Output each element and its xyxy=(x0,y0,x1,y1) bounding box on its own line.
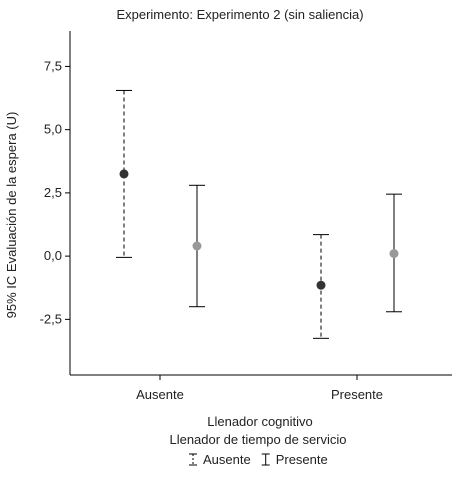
mean-point xyxy=(119,169,129,179)
legend: Ausente Presente xyxy=(189,452,328,467)
y-tick-label: 0,0 xyxy=(44,248,62,263)
errorbar-1-1 xyxy=(386,193,402,313)
x-tick-label: Ausente xyxy=(136,387,184,402)
y-tick-label: 2,5 xyxy=(44,185,62,200)
legend-title: Llenador de tiempo de servicio xyxy=(169,432,346,447)
series-layer xyxy=(116,89,402,339)
mean-point xyxy=(192,241,202,251)
errorbar-1-0 xyxy=(189,184,205,308)
y-axis-label: 95% IC Evaluación de la espera (U) xyxy=(4,112,19,319)
legend-entry-0: Ausente xyxy=(189,452,251,467)
y-tick-label: -2,5 xyxy=(40,311,62,326)
chart-title: Experimento: Experimento 2 (sin salienci… xyxy=(116,7,363,22)
errorbar-0-0 xyxy=(116,89,132,258)
axes xyxy=(69,31,452,376)
x-axis-ticks: Ausente Presente xyxy=(136,375,383,402)
y-tick-label: 7,5 xyxy=(44,58,62,73)
y-tick-label: 5,0 xyxy=(44,122,62,137)
x-axis-label: Llenador cognitivo xyxy=(207,414,313,429)
y-axis-ticks: -2,5 0,0 2,5 5,0 7,5 xyxy=(40,58,70,326)
legend-label: Presente xyxy=(276,452,328,467)
legend-entry-1: Presente xyxy=(261,452,328,467)
legend-label: Ausente xyxy=(203,452,251,467)
x-tick-label: Presente xyxy=(331,387,383,402)
mean-point xyxy=(316,280,326,290)
mean-point xyxy=(389,249,399,259)
errorbar-0-1 xyxy=(313,234,329,339)
